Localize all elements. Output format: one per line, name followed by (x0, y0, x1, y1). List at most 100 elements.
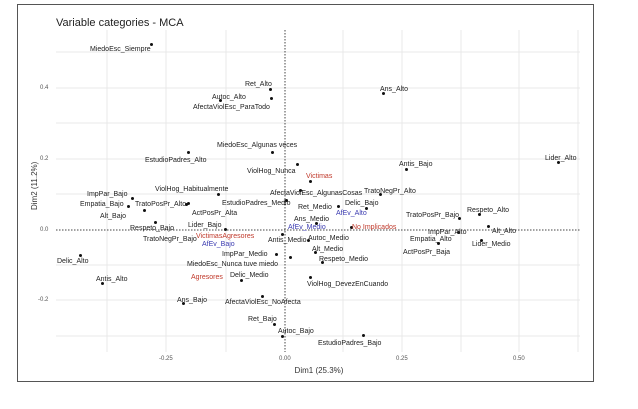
data-point-label: Alt_Bajo (100, 213, 127, 220)
data-point-label: AfEv_Bajo (202, 241, 235, 248)
data-point-marker (480, 239, 483, 242)
data-point-label: Antis_Medio (268, 237, 307, 244)
data-point-label: Autoc_Alto (212, 94, 246, 101)
data-point-marker (101, 282, 104, 285)
data-point-marker (271, 151, 274, 154)
data-point-label: Alt_Medio (312, 246, 344, 253)
data-point-label: AfEv_Medio (288, 224, 326, 231)
y-axis-label: Dim2 (11.2%) (30, 161, 39, 210)
grid-lines (56, 30, 580, 352)
data-point-label: Autoc_Bajo (278, 328, 314, 335)
data-point-label: ViolHog_Habitualmente (155, 186, 229, 193)
data-point-marker (350, 226, 353, 229)
data-point-marker (240, 279, 243, 282)
data-point-marker (457, 231, 460, 234)
data-point-label: TratoNegPr_Bajo (143, 236, 197, 243)
data-point-label: TratoPosPr_Alto (135, 201, 187, 208)
data-point-label: AfectaViolEsc_NoAfecta (225, 299, 301, 306)
data-point-marker (437, 242, 440, 245)
data-point-label: Autoc_Medio (308, 235, 349, 242)
x-tick: -0.25 (159, 356, 173, 362)
data-point-marker (487, 225, 490, 228)
data-point-label: Ret_Bajo (248, 316, 277, 323)
data-point-label: ImpPar_Alto (428, 229, 467, 236)
data-point-label: Antis_Bajo (399, 161, 433, 168)
data-point-label: Agresores (191, 274, 223, 281)
data-point-label: ActPosPr_Alta (192, 210, 238, 217)
chart-title: Variable categories - MCA (56, 17, 184, 29)
x-tick: 0.25 (396, 356, 408, 362)
data-point-label: Ans_Alto (380, 86, 409, 93)
data-point-label: EstudioPadres_Alto (145, 157, 207, 164)
data-point-label: EstudioPadres_Medio (222, 200, 291, 207)
data-point-marker (185, 203, 188, 206)
data-point-marker (379, 193, 382, 196)
data-point-label: TratoNegPr_Alto (364, 188, 416, 195)
data-point-marker (150, 43, 153, 46)
data-point-label: Ans_Medio (294, 216, 330, 223)
data-point-marker (289, 256, 292, 259)
data-point-label: Delic_Alto (57, 258, 89, 265)
data-point-marker (285, 199, 288, 202)
data-point-marker (315, 222, 318, 225)
data-point-marker (362, 334, 365, 337)
data-point-label: MiedoEsc_Siempre (90, 46, 151, 53)
y-tick: 0.2 (40, 156, 49, 162)
data-point-label: Empatia_Alto (410, 236, 452, 243)
data-point-label: EstudioPadres_Bajo (318, 340, 382, 347)
data-point-marker (321, 261, 324, 264)
data-point-marker (131, 197, 134, 200)
data-point-marker (219, 99, 222, 102)
data-point-marker (187, 151, 190, 154)
data-point-marker (382, 92, 385, 95)
x-axis-label: Dim1 (25.3%) (294, 366, 344, 375)
data-point-label: Antis_Alto (96, 276, 128, 283)
data-point-marker (270, 97, 273, 100)
data-point-marker (143, 209, 146, 212)
data-point-marker (273, 323, 276, 326)
data-point-label: Respeto_Alto (467, 207, 510, 214)
data-point-label: VictimasAgresores (196, 233, 255, 240)
data-point-label: AfEv_Alto (336, 210, 367, 217)
x-tick: 0.50 (513, 356, 525, 362)
data-point-marker (154, 221, 157, 224)
data-point-label: No Implicados (352, 224, 397, 231)
data-point-label: ImpPar_Bajo (87, 191, 128, 198)
data-point-label: Respeto_Bajo (130, 225, 174, 232)
data-point-marker (217, 193, 220, 196)
data-point-label: Lider_Bajo (188, 222, 222, 229)
data-point-label: Ret_Alto (245, 81, 272, 88)
data-point-marker (182, 302, 185, 305)
data-point-marker (309, 180, 312, 183)
data-point-marker (405, 168, 408, 171)
data-point-marker (458, 217, 461, 220)
data-point-marker (275, 253, 278, 256)
data-point-label: ActPosPr_Baja (403, 249, 451, 256)
data-point-label: Delic_Bajo (345, 200, 379, 207)
y-tick: 0.0 (40, 227, 49, 233)
data-point-marker (557, 161, 560, 164)
data-point-marker (224, 228, 227, 231)
data-point-marker (365, 207, 368, 210)
data-point-label: Ans_Bajo (177, 297, 207, 304)
data-point-marker (307, 239, 310, 242)
y-tick: -0.2 (38, 297, 49, 303)
data-point-marker (127, 205, 130, 208)
data-point-marker (314, 251, 317, 254)
data-point-label: Delic_Medio (230, 272, 269, 279)
reference-lines (56, 30, 580, 352)
data-point-label: MiedoEsc_Algunas veces (217, 142, 298, 149)
data-point-label: TratoPosPr_Bajo (406, 212, 460, 219)
data-point-marker (299, 189, 302, 192)
data-point-marker (187, 202, 190, 205)
data-point-label: Alt_Alto (492, 228, 517, 235)
data-point-marker (478, 213, 481, 216)
data-point-marker (337, 205, 340, 208)
data-point-marker (261, 295, 264, 298)
data-point-label: ImpPar_Medio (222, 251, 268, 258)
x-tick: 0.00 (279, 356, 291, 362)
data-point-label: Lider_Medio (472, 241, 511, 248)
data-point-marker (269, 88, 272, 91)
data-point-label: Respeto_Medio (319, 256, 369, 263)
